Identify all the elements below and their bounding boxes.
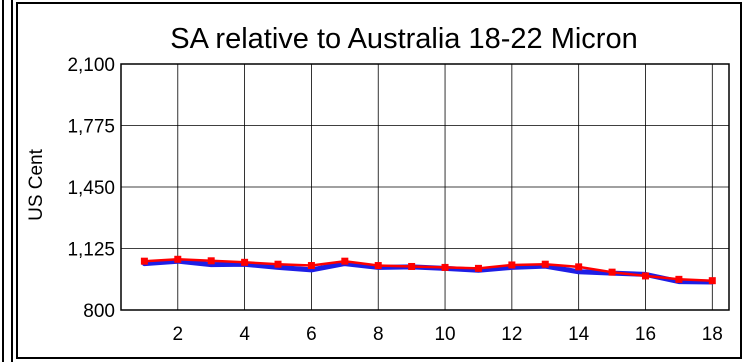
y-tick-labels: 800 1,125 1,450 1,775 2,100 — [67, 55, 115, 322]
x-tick-label: 4 — [239, 324, 250, 345]
series-point — [641, 272, 649, 280]
x-tick-label: 8 — [373, 324, 384, 345]
x-tick-label: 10 — [434, 324, 455, 345]
series-point — [140, 257, 148, 265]
series-point — [274, 260, 282, 268]
series-lines — [140, 255, 716, 285]
series-point — [174, 255, 182, 263]
x-tick-label: 12 — [501, 324, 522, 345]
x-tick-label: 14 — [568, 324, 590, 345]
series-line — [143, 258, 714, 282]
series-point — [241, 258, 249, 266]
x-tick-label: 16 — [635, 324, 656, 345]
series-point — [474, 264, 482, 272]
x-tick-label: 2 — [173, 324, 184, 345]
series-point — [708, 277, 716, 285]
series-2 — [140, 255, 716, 285]
x-tick-label: 18 — [702, 324, 723, 345]
series-point — [508, 261, 516, 269]
series-point — [341, 257, 349, 265]
y-tick-label: 1,775 — [67, 117, 115, 138]
series-point — [307, 262, 315, 270]
x-tick-label: 6 — [306, 324, 317, 345]
y-tick-label: 800 — [83, 301, 115, 322]
series-point — [608, 268, 616, 276]
y-tick-label: 2,100 — [67, 55, 115, 76]
y-axis-label: US Cent — [26, 148, 47, 221]
chart-title: SA relative to Australia 18-22 Micron — [170, 23, 637, 55]
series-point — [207, 257, 215, 265]
series-point — [575, 263, 583, 271]
series-point — [441, 263, 449, 271]
series-point — [408, 262, 416, 270]
x-tick-labels: 2 4 6 8 10 12 14 16 18 — [173, 324, 723, 345]
series-point — [374, 262, 382, 270]
y-tick-label: 1,125 — [67, 240, 115, 261]
series-point — [675, 275, 683, 283]
y-tick-label: 1,450 — [67, 178, 115, 199]
series-point — [541, 260, 549, 268]
grid-lines — [121, 63, 729, 311]
